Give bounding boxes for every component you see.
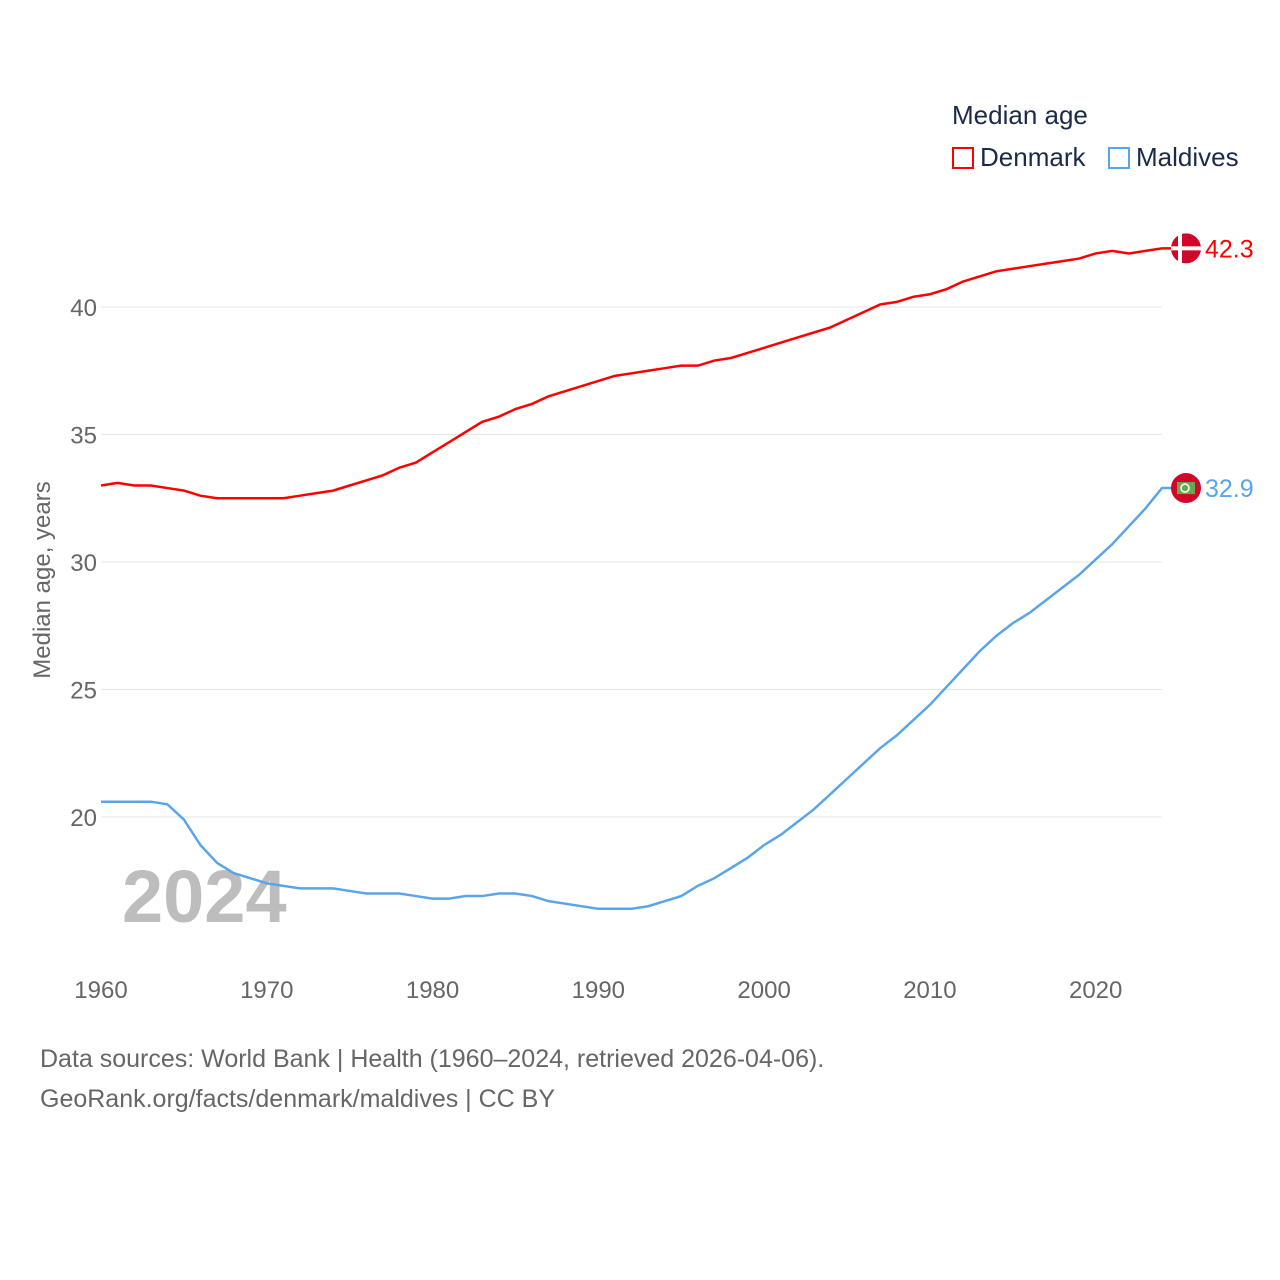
x-tick-label: 1980 xyxy=(406,977,459,1004)
footer-sources: Data sources: World Bank | Health (1960–… xyxy=(40,1045,825,1073)
x-tick-label: 2010 xyxy=(903,977,956,1004)
flag-cross xyxy=(1171,246,1201,251)
end-value-label-denmark: 42.3 xyxy=(1205,235,1254,263)
legend-item-maldives[interactable]: Maldives xyxy=(1108,142,1239,173)
flag-cross xyxy=(1178,233,1182,264)
y-tick-label: 40 xyxy=(70,295,97,322)
y-tick-label: 20 xyxy=(70,805,97,832)
legend-label-maldives: Maldives xyxy=(1136,142,1239,172)
legend-title: Median age xyxy=(952,100,1088,130)
y-tick-label: 35 xyxy=(70,423,97,450)
legend-swatch-denmark xyxy=(952,146,974,169)
flag-crescent xyxy=(1180,483,1190,493)
y-tick-label: 30 xyxy=(70,550,97,577)
legend-item-denmark[interactable]: Denmark xyxy=(952,142,1085,173)
series-line-denmark xyxy=(100,247,1186,500)
x-tick-label: 1960 xyxy=(74,977,127,1004)
x-tick-label: 1970 xyxy=(240,977,293,1004)
y-axis-label: Median age, years xyxy=(29,481,56,678)
year-watermark: 2024 xyxy=(122,855,287,938)
x-tick-label: 2020 xyxy=(1069,977,1122,1004)
x-tick-label: 1990 xyxy=(572,977,625,1004)
series-line-maldives xyxy=(101,486,1186,911)
end-value-label-maldives: 32.9 xyxy=(1205,475,1254,503)
legend-label-denmark: Denmark xyxy=(980,142,1086,172)
footer-credit: GeoRank.org/facts/denmark/maldives | CC … xyxy=(40,1085,556,1113)
y-tick-label: 25 xyxy=(70,678,97,705)
legend-swatch-maldives xyxy=(1108,146,1130,169)
x-tick-label: 2000 xyxy=(737,977,790,1004)
